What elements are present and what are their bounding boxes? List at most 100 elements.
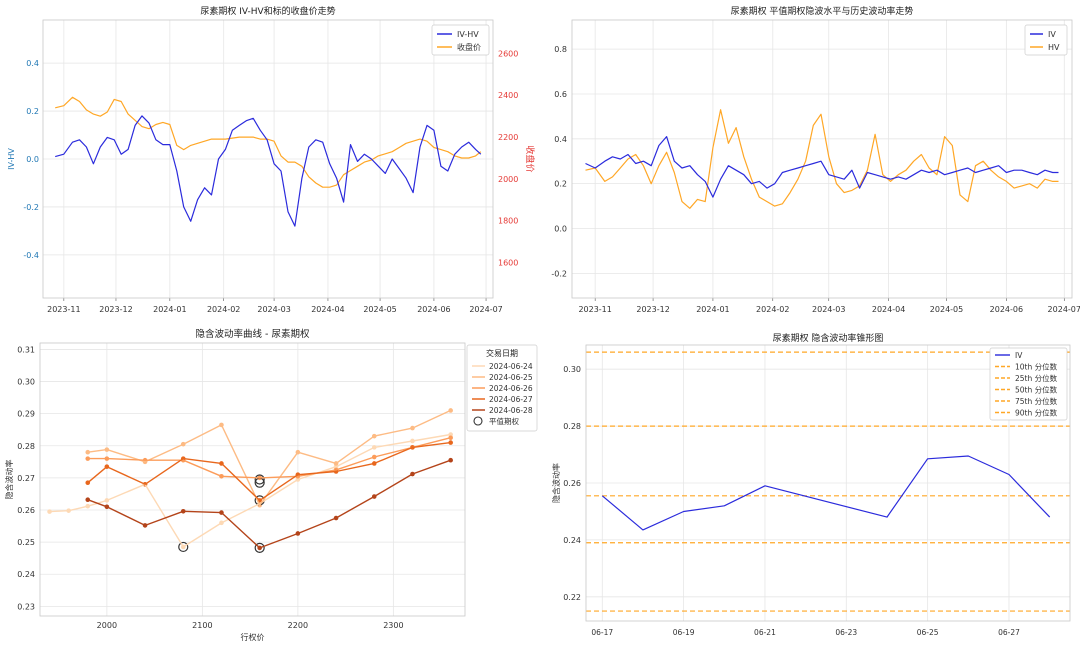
smile-line-2024-06-27	[87, 441, 451, 502]
legend-label: 2024-06-25	[489, 373, 533, 382]
x-tick-label: 2024-02	[207, 305, 240, 314]
y-tick-label: 0.25	[17, 538, 35, 547]
chart-title: 尿素期权 隐含波动率锥形图	[773, 332, 884, 344]
smile-point	[47, 509, 52, 514]
x-tick-label: 2024-05	[363, 305, 396, 314]
chart-title: 尿素期权 IV-HV和标的收盘价走势	[200, 5, 335, 17]
y-tick-label: 0.26	[17, 506, 35, 515]
x-tick-label: 06-27	[998, 628, 1020, 637]
legend-label-close: 收盘价	[457, 42, 481, 52]
x-tick-label: 2024-06	[990, 305, 1023, 314]
chart-iv-vs-hv: 2023-11 2023-12 2024-01 2024-02 2024-03 2024-…	[551, 5, 1080, 314]
x-tick-label: 2024-07	[1048, 305, 1080, 314]
y-tick-label: 0.26	[563, 479, 581, 488]
y-left-tick-label: -0.4	[23, 251, 39, 260]
x-tick-label: 2024-03	[257, 305, 290, 314]
legend-box	[1024, 24, 1068, 56]
legend-label: 50th 分位数	[1015, 385, 1058, 395]
x-tick-label: 2100	[192, 621, 212, 630]
x-tick-label: 2024-06	[417, 305, 450, 314]
chart-iv-cone: 06-17 06-19 06-21 06-23 06-25 06-27 0.22 0.24 0.…	[551, 332, 1070, 637]
y-axis-label: 隐含波动率	[551, 463, 561, 503]
y-left-tick-label: 0.4	[26, 59, 39, 68]
y-tick-label: 0.6	[554, 90, 567, 99]
y-tick-label: 0.29	[17, 410, 35, 419]
iv-line	[585, 136, 1059, 198]
y-left-tick-label: 0.0	[26, 155, 39, 164]
x-axis-label: 行权价	[241, 632, 265, 642]
y-right-tick-label: 1600	[498, 258, 518, 267]
y-left-label: IV-HV	[7, 148, 16, 170]
x-tick-label: 2023-12	[99, 305, 132, 314]
smile-line-2024-06-25	[87, 409, 451, 506]
legend-label: IV	[1015, 351, 1023, 360]
legend-label: 2024-06-26	[489, 384, 533, 393]
legend-label: 2024-06-27	[489, 395, 533, 404]
legend-label-hv: HV	[1048, 43, 1060, 52]
plot-frame	[571, 19, 1073, 299]
iv-hv-line	[55, 115, 482, 227]
y-right-tick-label: 1800	[498, 217, 518, 226]
y-tick-label: 0.27	[17, 474, 35, 483]
x-tick-label: 2024-02	[756, 305, 789, 314]
x-tick-label: 06-25	[917, 628, 939, 637]
y-axis-label: 隐含波动率	[4, 460, 14, 500]
legend-label: 2024-06-28	[489, 406, 533, 415]
iv-cone-line	[601, 455, 1051, 531]
y-right-tick-label: 2200	[498, 133, 518, 142]
x-tick-label: 2000	[97, 621, 117, 630]
x-tick-label: 2024-03	[812, 305, 845, 314]
y-tick-label: 0.24	[563, 536, 581, 545]
legend-label-iv-hv: IV-HV	[457, 30, 479, 39]
smile-line-2024-06-28	[87, 459, 451, 549]
x-tick-label: 2024-05	[930, 305, 963, 314]
smile-line-2024-06-26	[87, 437, 451, 479]
y-right-label: 收盘价	[524, 145, 536, 172]
y-tick-label: -0.2	[551, 269, 567, 278]
y-tick-label: 0.28	[17, 442, 35, 451]
legend-label: 90th 分位数	[1015, 408, 1058, 418]
y-tick-label: 0.28	[563, 422, 581, 431]
atm-marker	[254, 474, 265, 485]
legend-atm-swatch	[473, 416, 483, 426]
y-left-tick-label: -0.2	[23, 203, 39, 212]
smile-line-2024-06-24	[49, 433, 451, 548]
x-tick-label: 2023-11	[578, 305, 611, 314]
x-tick-label: 06-17	[591, 628, 613, 637]
x-tick-label: 06-23	[835, 628, 857, 637]
atm-marker	[254, 542, 265, 554]
y-right-tick-label: 2400	[498, 91, 518, 100]
y-right-tick-label: 2600	[498, 49, 518, 58]
x-tick-label: 2300	[383, 621, 403, 630]
legend-label: 2024-06-24	[489, 362, 533, 371]
chart-title: 隐含波动率曲线 - 尿素期权	[196, 328, 310, 340]
y-tick-label: 0.4	[554, 135, 567, 144]
x-tick-label: 2024-01	[153, 305, 186, 314]
hv-line	[585, 109, 1059, 209]
legend-label-iv: IV	[1048, 30, 1056, 39]
legend-label: 10th 分位数	[1015, 362, 1058, 372]
smile-point	[85, 497, 91, 503]
y-tick-label: 0.30	[17, 378, 35, 387]
x-tick-label: 06-21	[754, 628, 776, 637]
y-tick-label: 0.8	[554, 45, 567, 54]
x-tick-label: 2024-01	[696, 305, 729, 314]
y-tick-label: 0.2	[554, 180, 567, 189]
y-tick-label: 0.30	[563, 365, 581, 374]
atm-marker	[178, 541, 189, 553]
y-tick-label: 0.22	[563, 593, 581, 602]
y-right-tick-label: 2000	[498, 175, 518, 184]
x-tick-label: 06-19	[673, 628, 695, 637]
x-tick-label: 2200	[288, 621, 308, 630]
smile-point	[85, 449, 91, 455]
plot-frame	[39, 342, 466, 617]
legend-label-atm: 平值期权	[489, 416, 519, 426]
x-tick-label: 2023-12	[636, 305, 669, 314]
chart-iv-hv-close: 2023-11 2023-12 2024-01 2024-02 2024-03 2024-…	[7, 5, 536, 314]
x-tick-label: 2023-11	[47, 305, 80, 314]
legend-label: 25th 分位数	[1015, 373, 1058, 383]
x-tick-label: 2024-04	[872, 305, 905, 314]
y-tick-label: 0.31	[17, 345, 35, 354]
plot-frame	[585, 344, 1071, 622]
